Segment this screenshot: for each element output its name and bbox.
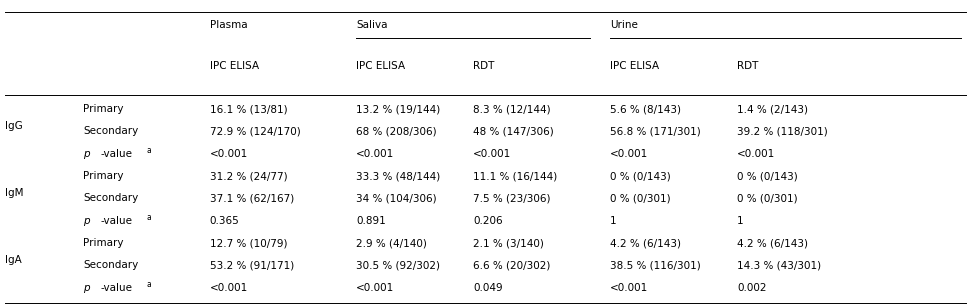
Text: IPC ELISA: IPC ELISA	[610, 61, 659, 71]
Text: 0.206: 0.206	[473, 216, 503, 226]
Text: 4.2 % (6/143): 4.2 % (6/143)	[610, 238, 681, 248]
Text: <0.001: <0.001	[210, 283, 248, 293]
Text: 2.1 % (3/140): 2.1 % (3/140)	[473, 238, 545, 248]
Text: <0.001: <0.001	[473, 149, 511, 159]
Text: <0.001: <0.001	[610, 149, 648, 159]
Text: 12.7 % (10/79): 12.7 % (10/79)	[210, 238, 287, 248]
Text: Saliva: Saliva	[356, 20, 387, 30]
Text: a: a	[146, 280, 151, 289]
Text: Plasma: Plasma	[210, 20, 248, 30]
Text: a: a	[146, 146, 151, 155]
Text: IPC ELISA: IPC ELISA	[210, 61, 259, 71]
Text: 14.3 % (43/301): 14.3 % (43/301)	[737, 260, 821, 271]
Text: 0 % (0/143): 0 % (0/143)	[737, 171, 797, 181]
Text: 30.5 % (92/302): 30.5 % (92/302)	[356, 260, 440, 271]
Text: 11.1 % (16/144): 11.1 % (16/144)	[473, 171, 557, 181]
Text: <0.001: <0.001	[610, 283, 648, 293]
Text: Secondary: Secondary	[83, 193, 139, 203]
Text: -value: -value	[101, 149, 133, 159]
Text: 68 % (208/306): 68 % (208/306)	[356, 126, 437, 136]
Text: -value: -value	[101, 216, 133, 226]
Text: IgM: IgM	[5, 188, 23, 198]
Text: 38.5 % (116/301): 38.5 % (116/301)	[610, 260, 701, 271]
Text: 1.4 % (2/143): 1.4 % (2/143)	[737, 104, 808, 114]
Text: <0.001: <0.001	[737, 149, 775, 159]
Text: Secondary: Secondary	[83, 260, 139, 271]
Text: IPC ELISA: IPC ELISA	[356, 61, 405, 71]
Text: 72.9 % (124/170): 72.9 % (124/170)	[210, 126, 301, 136]
Text: $p$: $p$	[83, 149, 91, 161]
Text: IgG: IgG	[5, 121, 22, 131]
Text: 1: 1	[610, 216, 617, 226]
Text: $p$: $p$	[83, 283, 91, 295]
Text: Primary: Primary	[83, 104, 123, 114]
Text: Primary: Primary	[83, 238, 123, 248]
Text: a: a	[146, 213, 151, 222]
Text: 16.1 % (13/81): 16.1 % (13/81)	[210, 104, 288, 114]
Text: 0 % (0/143): 0 % (0/143)	[610, 171, 671, 181]
Text: Primary: Primary	[83, 171, 123, 181]
Text: 2.9 % (4/140): 2.9 % (4/140)	[356, 238, 427, 248]
Text: 48 % (147/306): 48 % (147/306)	[473, 126, 554, 136]
Text: 31.2 % (24/77): 31.2 % (24/77)	[210, 171, 288, 181]
Text: 0.002: 0.002	[737, 283, 766, 293]
Text: 56.8 % (171/301): 56.8 % (171/301)	[610, 126, 701, 136]
Text: <0.001: <0.001	[210, 149, 248, 159]
Text: 0.365: 0.365	[210, 216, 239, 226]
Text: 33.3 % (48/144): 33.3 % (48/144)	[356, 171, 440, 181]
Text: 39.2 % (118/301): 39.2 % (118/301)	[737, 126, 828, 136]
Text: 0 % (0/301): 0 % (0/301)	[737, 193, 797, 203]
Text: 13.2 % (19/144): 13.2 % (19/144)	[356, 104, 440, 114]
Text: IgA: IgA	[5, 256, 21, 265]
Text: RDT: RDT	[737, 61, 758, 71]
Text: $p$: $p$	[83, 216, 91, 228]
Text: 6.6 % (20/302): 6.6 % (20/302)	[473, 260, 550, 271]
Text: RDT: RDT	[473, 61, 495, 71]
Text: 0 % (0/301): 0 % (0/301)	[610, 193, 671, 203]
Text: 0.049: 0.049	[473, 283, 503, 293]
Text: <0.001: <0.001	[356, 283, 394, 293]
Text: -value: -value	[101, 283, 133, 293]
Text: 37.1 % (62/167): 37.1 % (62/167)	[210, 193, 294, 203]
Text: 0.891: 0.891	[356, 216, 386, 226]
Text: 34 % (104/306): 34 % (104/306)	[356, 193, 437, 203]
Text: Secondary: Secondary	[83, 126, 139, 136]
Text: 5.6 % (8/143): 5.6 % (8/143)	[610, 104, 681, 114]
Text: 8.3 % (12/144): 8.3 % (12/144)	[473, 104, 551, 114]
Text: <0.001: <0.001	[356, 149, 394, 159]
Text: 53.2 % (91/171): 53.2 % (91/171)	[210, 260, 294, 271]
Text: Urine: Urine	[610, 20, 638, 30]
Text: 4.2 % (6/143): 4.2 % (6/143)	[737, 238, 808, 248]
Text: 1: 1	[737, 216, 744, 226]
Text: 7.5 % (23/306): 7.5 % (23/306)	[473, 193, 550, 203]
